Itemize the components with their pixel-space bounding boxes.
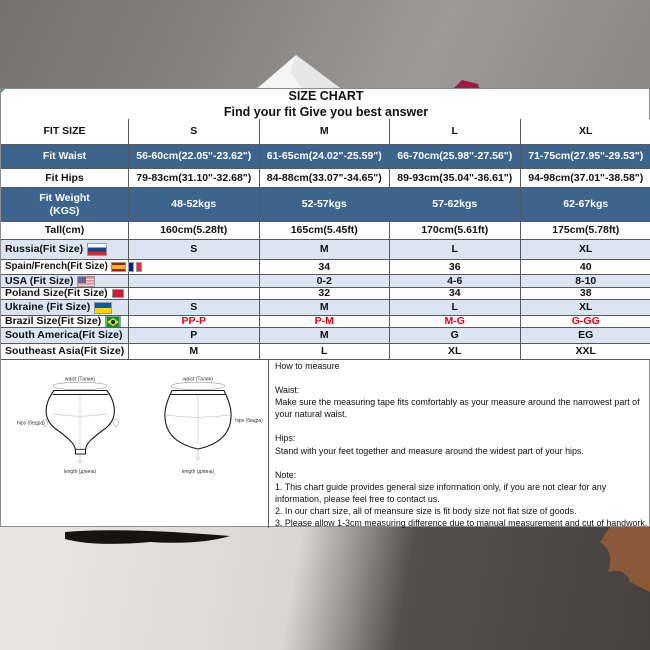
svg-text:length (длина): length (длина) (64, 469, 97, 475)
svg-text:hips (бедра): hips (бедра) (235, 418, 263, 424)
svg-text:hips (бедра): hips (бедра) (17, 421, 45, 427)
svg-text:waist (Талия): waist (Талия) (65, 377, 95, 383)
svg-text:length (длина): length (длина) (182, 469, 215, 475)
svg-text:waist (Талия): waist (Талия) (183, 377, 213, 383)
